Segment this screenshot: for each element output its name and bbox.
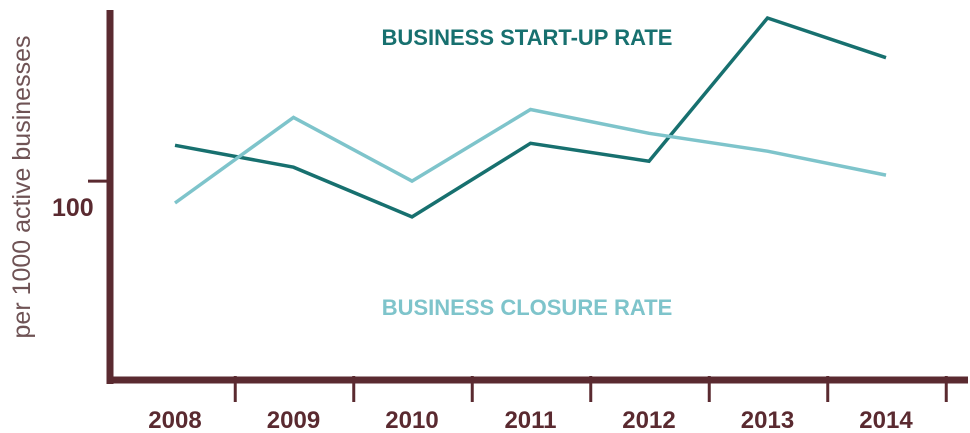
- y-tick-label: 100: [52, 194, 94, 222]
- x-tick-label: 2009: [267, 407, 320, 433]
- series-labels: BUSINESS START-UP RATE BUSINESS CLOSURE …: [382, 25, 673, 320]
- x-tick-label: 2011: [504, 407, 556, 433]
- x-tick-label: 2008: [148, 407, 201, 433]
- x-tick-label: 2014: [859, 407, 913, 433]
- y-tick-labels: 100: [52, 194, 94, 222]
- axes: [106, 10, 968, 384]
- series-lines: [173, 15, 887, 219]
- start-up-rate-line: [174, 15, 887, 219]
- x-tick-label: 2010: [385, 407, 438, 433]
- closure-series-label: BUSINESS CLOSURE RATE: [382, 295, 673, 320]
- x-tick-label: 2012: [622, 407, 675, 433]
- y-axis-label: per 1000 active businesses: [8, 36, 36, 339]
- closure-rate-line: [173, 107, 887, 205]
- x-tick-label: 2013: [741, 407, 794, 433]
- x-tick-labels: 2008 2009 2010 2011 2012 2013 2014: [148, 407, 913, 433]
- start-up-series-label: BUSINESS START-UP RATE: [382, 25, 673, 50]
- x-tick-marks: [233, 376, 948, 402]
